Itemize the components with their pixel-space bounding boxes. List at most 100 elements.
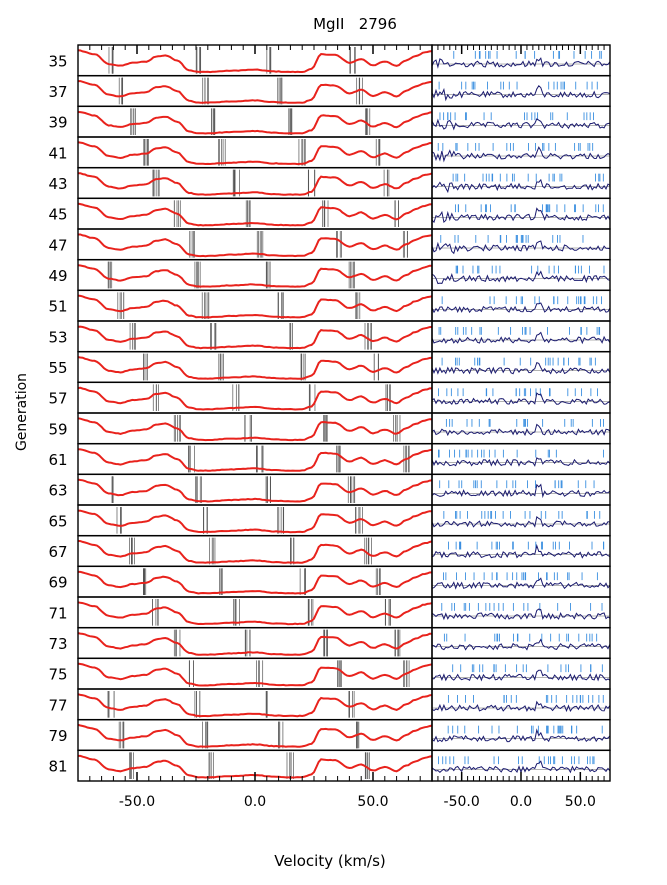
left-panel-frame	[77, 412, 433, 445]
right-panel-frame	[431, 289, 611, 322]
generation-label: 49	[48, 267, 67, 285]
right-panel-frame	[431, 565, 611, 598]
right-panel-frame	[431, 596, 611, 629]
model-profile-line	[77, 448, 433, 472]
generation-label: 59	[48, 420, 67, 438]
residual-line	[431, 700, 611, 713]
generation-label: 57	[48, 390, 67, 408]
residual-line	[431, 457, 611, 467]
residual-line	[431, 118, 611, 131]
generation-label: 61	[48, 451, 67, 469]
right-panel-frame	[431, 473, 611, 506]
generation-label: 47	[48, 236, 67, 254]
generation-label: 37	[48, 83, 67, 101]
generation-label: 63	[48, 482, 67, 500]
left-panel-frame	[77, 258, 433, 292]
model-profile-line	[77, 723, 433, 748]
model-profile-line	[77, 417, 432, 442]
generation-label: 75	[48, 666, 67, 684]
generation-label: 39	[48, 114, 67, 132]
residual-line	[431, 577, 611, 590]
generation-label: 35	[48, 52, 67, 70]
left-panel-frame	[77, 688, 433, 721]
right-panel-frame	[431, 74, 611, 108]
right-panel-frame	[431, 381, 611, 414]
residual-line	[431, 57, 611, 69]
right-panel-frame	[431, 258, 611, 292]
left-panel-frame	[77, 626, 433, 660]
x-tick-label: -50.0	[119, 794, 155, 810]
model-profile-line	[77, 356, 433, 380]
left-panel-frame	[77, 657, 433, 690]
right-panel-frame	[431, 657, 611, 690]
model-profile-line	[77, 601, 433, 626]
left-panel-frame	[77, 105, 433, 138]
generation-label: 45	[48, 206, 67, 224]
model-profile-line	[78, 172, 433, 196]
model-profile-line	[77, 632, 433, 656]
right-panel-frame	[431, 228, 611, 261]
x-tick-label: -50.0	[444, 794, 480, 810]
right-panel-frame	[431, 718, 611, 752]
left-panel-frame	[77, 718, 433, 752]
residual-line	[431, 207, 611, 224]
residual-line	[431, 331, 611, 345]
panel-grid: 35 37 39 41 43 45 47 49 51 53 55 57 59 61 63 65 67 69 71 73…	[48, 44, 611, 810]
residual-line	[431, 270, 611, 285]
x-tick-label: 50.0	[357, 794, 388, 810]
residual-line	[431, 302, 611, 314]
generation-label: 67	[48, 543, 67, 561]
x-tick-label: 0.0	[510, 794, 532, 810]
left-panel-frame	[77, 504, 433, 537]
residual-line	[431, 178, 611, 194]
right-panel-frame	[431, 626, 611, 660]
model-profile-line	[78, 570, 433, 595]
residual-line	[431, 728, 611, 743]
generation-label: 71	[48, 604, 67, 622]
x-tick-label: 0.0	[244, 794, 266, 810]
generation-label: 53	[48, 328, 67, 346]
left-panel-frame	[77, 473, 433, 506]
model-profile-line	[77, 264, 432, 288]
right-panel-frame	[431, 688, 611, 721]
model-profile-line	[77, 141, 433, 166]
left-panel-frame	[77, 442, 433, 476]
residual-line	[431, 146, 611, 163]
right-panel-frame	[431, 105, 611, 138]
residual-line	[431, 361, 611, 375]
model-profile-line	[77, 539, 433, 564]
generation-label: 77	[48, 696, 67, 714]
model-profile-line	[77, 693, 433, 718]
residual-line	[431, 240, 611, 255]
residual-line	[431, 483, 611, 499]
residual-line	[431, 608, 611, 621]
model-profile-line	[78, 233, 433, 258]
left-panel-frame	[77, 166, 433, 200]
residual-line	[431, 543, 611, 559]
left-panel-frame	[77, 381, 433, 414]
generation-label: 73	[48, 635, 67, 653]
residual-line	[431, 638, 611, 651]
model-profile-line	[77, 49, 433, 74]
model-profile-line	[77, 386, 433, 411]
model-profile-line	[77, 111, 433, 135]
model-profile-line	[77, 509, 432, 534]
generation-label: 65	[48, 512, 67, 530]
model-profile-line	[77, 478, 433, 503]
right-panel-frame	[431, 320, 611, 353]
right-panel-frame	[431, 534, 611, 568]
left-panel-frame	[77, 197, 433, 230]
residual-line	[431, 760, 611, 774]
left-panel-frame	[77, 228, 433, 261]
left-panel-frame	[77, 320, 433, 353]
generation-label: 43	[48, 175, 67, 193]
generation-label: 69	[48, 574, 67, 592]
residual-line	[431, 392, 611, 406]
right-panel-frame	[431, 197, 611, 230]
right-panel-frame	[431, 412, 611, 445]
right-panel-frame	[431, 350, 611, 384]
right-panel-frame	[431, 442, 611, 476]
right-panel-frame	[431, 504, 611, 537]
right-panel-frame	[431, 136, 611, 169]
model-profile-line	[77, 662, 433, 687]
